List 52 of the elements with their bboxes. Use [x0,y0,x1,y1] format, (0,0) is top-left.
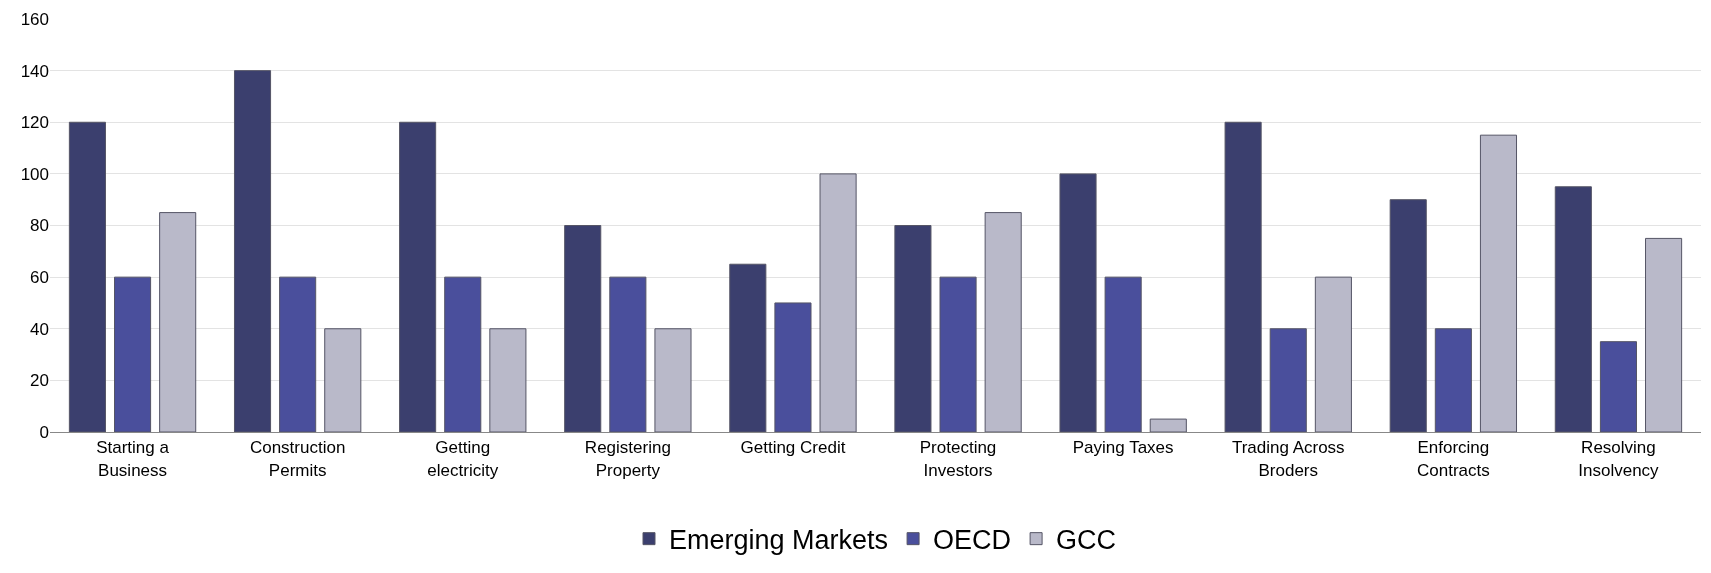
bar [1224,121,1262,432]
bar [729,263,767,432]
x-tick-label: Enforcing Contracts [1416,438,1490,480]
x-tick-label: Getting Credit [740,438,846,458]
bar [159,212,197,432]
y-tick-label: 120 [20,113,49,133]
bar [1479,134,1518,432]
bar [654,328,692,432]
bar [1599,341,1637,432]
y-tick-label: 20 [30,371,49,391]
bar [233,70,272,432]
bar [489,328,527,432]
bar [894,225,932,432]
bar [984,212,1022,432]
bar [1149,418,1187,432]
x-tick-label: Protecting Investors [919,438,997,480]
bar [939,276,977,432]
x-tick-label: Trading Across Broders [1231,438,1345,480]
legend-label: GCC [1056,525,1117,556]
bar [114,276,152,432]
bar [819,173,857,432]
bar [1389,199,1427,432]
bar [68,121,106,432]
bar [564,225,602,432]
bar [1314,276,1352,432]
bar [324,328,362,432]
y-tick-label: 100 [20,164,49,184]
bar [609,276,647,432]
x-tick-label: Registering Property [584,438,671,480]
y-tick-label: 40 [30,319,49,339]
x-tick-label: Resolving Insolvency [1578,438,1660,480]
x-tick-label: Starting a Business [96,438,170,480]
bar [279,276,317,432]
x-tick-label: Construction Permits [249,438,346,480]
legend-label: OECD [933,525,1012,556]
bar [1645,237,1683,432]
bar [1554,186,1592,432]
x-tick-label: Paying Taxes [1072,438,1174,458]
bar [399,121,437,432]
y-tick-label: 160 [20,9,49,29]
y-tick-label: 140 [20,61,49,81]
bar [774,302,812,432]
bar [444,276,482,432]
bar [1434,328,1472,432]
bar [1269,328,1307,432]
y-tick-label: 80 [30,216,49,236]
bar [1059,173,1097,432]
legend-label: Emerging Markets [669,525,889,556]
y-tick-label: 0 [39,422,49,442]
x-tick-label: Getting electricity [427,438,499,480]
bar [1104,276,1142,432]
y-tick-label: 60 [30,268,49,288]
